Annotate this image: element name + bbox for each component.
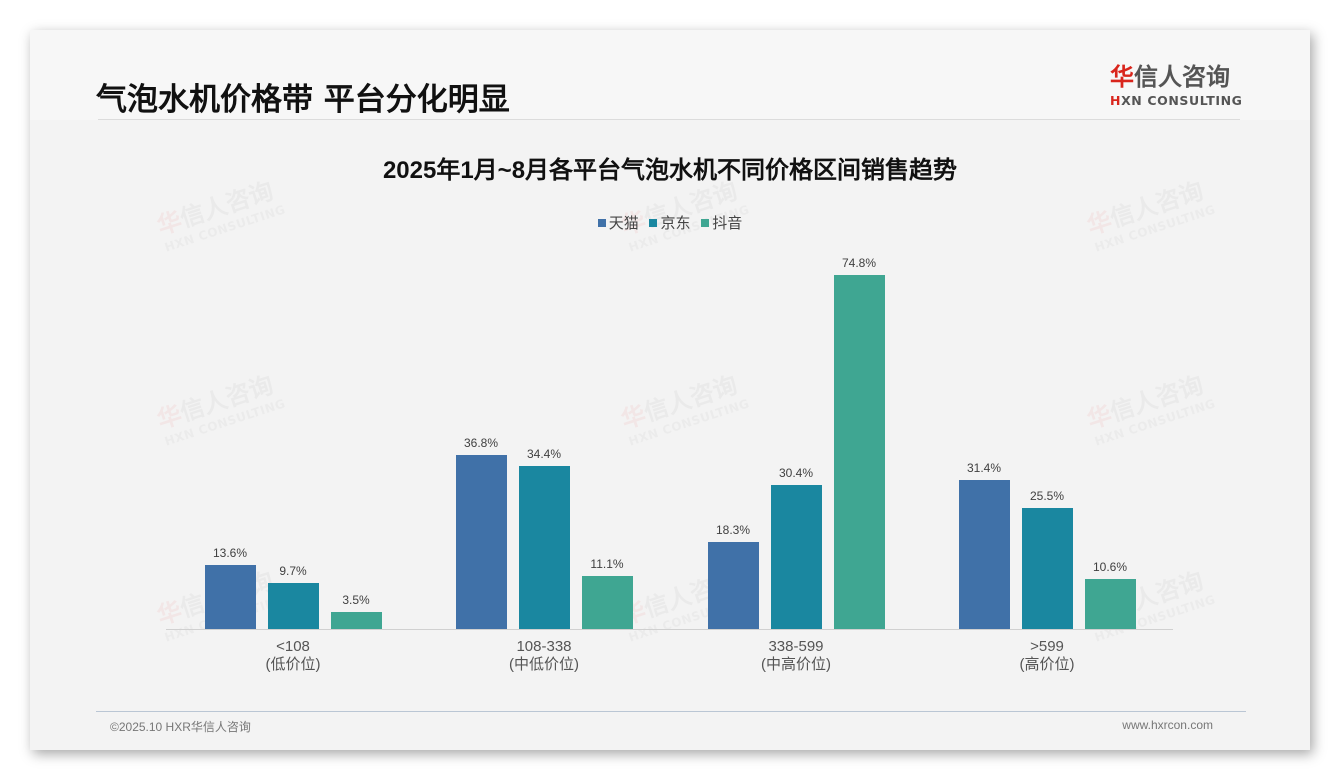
logo-en-rest: XN CONSULTING <box>1121 93 1243 108</box>
legend-item-jd: 京东 <box>649 212 691 233</box>
bar-tmall <box>204 565 256 629</box>
bar-value-label: 25.5% <box>1029 489 1065 503</box>
bar-value-label: 18.3% <box>715 523 751 537</box>
header-divider <box>98 119 1240 120</box>
logo-cn-first: 华 <box>1110 63 1134 91</box>
category-range: >599 <box>1030 638 1064 655</box>
bar-jd <box>267 583 319 629</box>
bar-value-label: 9.7% <box>279 564 307 578</box>
category-tier: (低价位) <box>265 656 321 673</box>
legend-item-tmall: 天猫 <box>597 212 639 233</box>
brand-logo: 华信人咨询 HXN CONSULTING <box>1110 63 1250 108</box>
legend-swatch-tmall <box>597 219 606 227</box>
bar-value-label: 3.5% <box>342 593 370 607</box>
legend-swatch-jd <box>649 219 658 227</box>
x-axis-line <box>166 629 1173 630</box>
legend-label-tmall: 天猫 <box>608 214 639 232</box>
page-title: 气泡水机价格带 平台分化明显 <box>96 82 510 118</box>
legend-label-douyin: 抖音 <box>712 214 743 232</box>
bar-douyin <box>1084 579 1136 629</box>
bar-tmall <box>958 480 1010 629</box>
logo-en-first: H <box>1110 93 1122 108</box>
logo-en: HXN CONSULTING <box>1110 93 1250 108</box>
chart-legend: 天猫 京东 抖音 <box>30 212 1310 233</box>
bar-value-label: 11.1% <box>590 557 624 571</box>
legend-swatch-douyin <box>701 219 710 227</box>
header-band <box>30 30 1310 120</box>
bar-value-label: 36.8% <box>463 436 499 450</box>
chart-title: 2025年1月~8月各平台气泡水机不同价格区间销售趋势 <box>382 157 958 184</box>
bar-value-label: 31.4% <box>966 461 1002 475</box>
bar-jd <box>518 466 570 629</box>
footer-website[interactable]: www.hxrcon.com <box>1122 718 1213 732</box>
category-range: <108 <box>276 638 310 655</box>
category-tier: (高价位) <box>1019 656 1075 673</box>
x-axis-category-label: 338-599 (中高价位) <box>716 638 876 674</box>
bar-tmall <box>455 455 507 629</box>
category-range: 338-599 <box>768 638 824 655</box>
x-axis-category-label: <108 (低价位) <box>213 638 373 674</box>
category-range: 108-338 <box>516 638 572 655</box>
slide-card: 气泡水机价格带 平台分化明显 华信人咨询 HXN CONSULTING 华信人咨… <box>30 30 1310 750</box>
bar-value-label: 74.8% <box>841 256 877 270</box>
bar-tmall <box>707 542 759 629</box>
bar-value-label: 10.6% <box>1092 560 1128 574</box>
bar-jd <box>770 485 822 629</box>
bar-chart-plot: 13.6% 9.7% 3.5% <108 (低价位) 36.8% 34.4% 11.1% 108… <box>30 30 1310 750</box>
bar-douyin <box>330 612 382 629</box>
bar-value-label: 13.6% <box>212 546 248 560</box>
footer-copyright: ©2025.10 HXR华信人咨询 <box>110 720 251 734</box>
logo-cn: 华信人咨询 <box>1110 63 1250 91</box>
footer-divider <box>96 711 1246 712</box>
legend-label-jd: 京东 <box>660 214 691 232</box>
category-tier: (中低价位) <box>509 656 579 673</box>
bar-jd <box>1021 508 1073 629</box>
bar-value-label: 30.4% <box>778 466 814 480</box>
logo-cn-rest: 信人咨询 <box>1134 63 1230 91</box>
x-axis-category-label: >599 (高价位) <box>967 638 1127 674</box>
x-axis-category-label: 108-338 (中低价位) <box>464 638 624 674</box>
legend-item-douyin: 抖音 <box>701 212 742 233</box>
bar-value-label: 34.4% <box>526 447 562 461</box>
category-tier: (中高价位) <box>761 656 831 673</box>
bar-douyin <box>833 275 885 629</box>
bar-douyin <box>581 576 633 629</box>
